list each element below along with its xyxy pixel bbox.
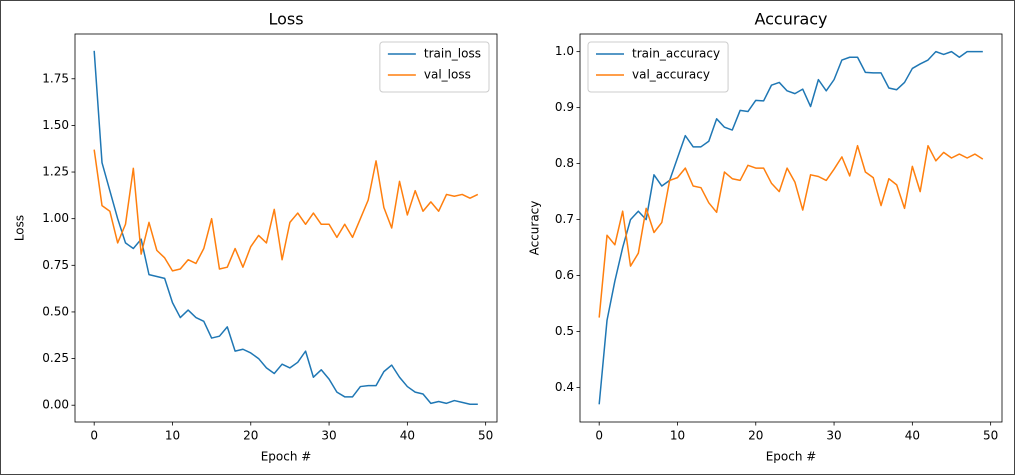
y-tick-label: 1.00 (42, 211, 69, 225)
chart-title: Loss (268, 10, 303, 29)
x-tick-label: 0 (90, 429, 98, 443)
legend-label: train_accuracy (632, 47, 720, 61)
y-tick-label: 1.0 (555, 44, 574, 58)
x-tick-label: 10 (670, 429, 685, 443)
legend: train_accuracy val_accuracy (587, 41, 729, 93)
y-tick-label: 0.8 (555, 156, 574, 170)
y-tick-label: 1.50 (42, 118, 69, 132)
data-line (93, 50, 478, 406)
y-tick-label: 1.25 (42, 165, 69, 179)
x-tick-label: 40 (400, 429, 415, 443)
y-axis-label: Loss (13, 215, 27, 241)
x-tick-label: 50 (478, 429, 493, 443)
x-axis-label: Epoch # (766, 450, 817, 464)
y-tick-label: 0.50 (42, 304, 69, 318)
x-tick-label: 0 (595, 429, 603, 443)
y-tick-label: 0.7 (555, 212, 574, 226)
data-line (598, 144, 984, 318)
legend-label: val_loss (424, 68, 471, 82)
plot-frame (74, 33, 498, 423)
y-tick-label: 0.00 (42, 398, 69, 412)
y-axis-label: Accuracy (528, 201, 542, 256)
plot-frame (579, 33, 1003, 423)
x-tick-label: 10 (165, 429, 180, 443)
x-tick-label: 20 (243, 429, 258, 443)
legend: train_loss val_loss (379, 41, 490, 93)
y-tick-label: 0.5 (555, 324, 574, 338)
y-tick-label: 0.4 (555, 380, 574, 394)
y-tick-label: 0.25 (42, 351, 69, 365)
y-tick-label: 0.75 (42, 258, 69, 272)
x-axis-label: Epoch # (261, 450, 312, 464)
data-line (93, 149, 479, 272)
x-tick-label: 30 (826, 429, 841, 443)
legend-label: val_accuracy (632, 68, 710, 82)
y-tick-label: 1.75 (42, 71, 69, 85)
chart-title: Accuracy (754, 10, 827, 29)
data-line (598, 50, 983, 405)
x-tick-label: 20 (748, 429, 763, 443)
y-tick-label: 0.9 (555, 100, 574, 114)
x-tick-label: 30 (321, 429, 336, 443)
legend-label: train_loss (424, 47, 481, 61)
x-tick-label: 50 (983, 429, 998, 443)
x-tick-label: 40 (905, 429, 920, 443)
y-tick-label: 0.6 (555, 268, 574, 282)
